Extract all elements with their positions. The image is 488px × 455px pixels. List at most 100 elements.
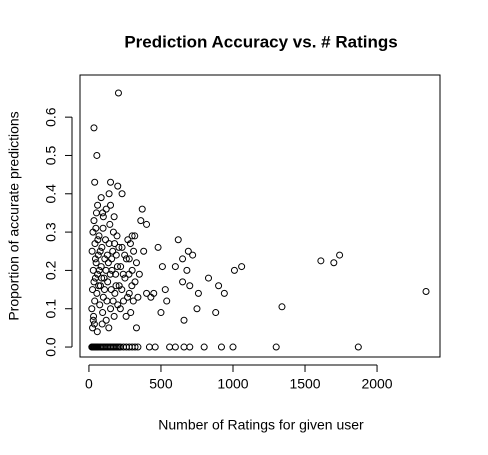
point <box>95 282 103 290</box>
point <box>98 320 106 328</box>
point <box>95 266 103 274</box>
point <box>128 232 136 240</box>
point <box>118 190 126 198</box>
point <box>122 312 130 320</box>
point <box>121 274 129 282</box>
point <box>99 293 107 301</box>
point <box>110 213 118 221</box>
point <box>114 182 122 190</box>
point <box>184 247 192 255</box>
point <box>105 324 113 332</box>
point <box>330 259 338 267</box>
x-tick-label: 1500 <box>289 376 320 392</box>
point <box>107 201 115 209</box>
point <box>220 289 228 297</box>
point <box>103 251 111 259</box>
point <box>194 289 202 297</box>
point <box>88 247 96 255</box>
point <box>278 303 286 311</box>
point <box>107 305 115 313</box>
point <box>120 297 128 305</box>
point <box>158 263 166 271</box>
point <box>94 201 102 209</box>
point <box>125 270 133 278</box>
point <box>90 278 98 286</box>
point <box>135 270 143 278</box>
x-tick-label: 2000 <box>361 376 392 392</box>
point <box>102 266 110 274</box>
point <box>99 209 107 217</box>
point <box>105 240 113 248</box>
point <box>97 194 105 202</box>
point <box>127 309 135 317</box>
point <box>186 282 194 290</box>
point <box>111 289 119 297</box>
point <box>100 286 108 294</box>
point <box>92 259 100 267</box>
point <box>89 286 97 294</box>
point <box>143 220 151 228</box>
point <box>186 343 194 351</box>
point <box>111 240 119 248</box>
point <box>101 236 109 244</box>
point <box>99 213 107 221</box>
point <box>125 255 133 263</box>
point <box>336 251 344 259</box>
point <box>140 247 148 255</box>
y-tick-label: 0.2 <box>43 260 59 280</box>
x-tick-label: 500 <box>149 376 173 392</box>
point <box>121 251 129 259</box>
point <box>238 263 246 271</box>
point <box>131 232 139 240</box>
point <box>102 316 110 324</box>
point <box>115 243 123 251</box>
point <box>183 266 191 274</box>
point <box>91 178 99 186</box>
point <box>143 289 151 297</box>
point <box>88 305 96 313</box>
point <box>215 282 223 290</box>
point <box>109 297 117 305</box>
point <box>108 255 116 263</box>
y-tick-label: 0.1 <box>43 299 59 319</box>
point <box>163 297 171 305</box>
point <box>90 217 98 225</box>
point <box>105 190 113 198</box>
point <box>128 282 136 290</box>
point <box>171 263 179 271</box>
point <box>96 301 104 309</box>
point <box>98 243 106 251</box>
point <box>116 305 124 313</box>
point <box>132 259 140 267</box>
point <box>229 343 237 351</box>
point <box>107 178 115 186</box>
point <box>134 343 142 351</box>
x-tick-label: 0 <box>85 376 93 392</box>
y-tick-label: 0.4 <box>43 184 59 204</box>
point <box>131 343 139 351</box>
point <box>89 324 97 332</box>
point <box>200 343 208 351</box>
point <box>93 289 101 297</box>
point <box>113 263 121 271</box>
point <box>99 309 107 317</box>
point <box>110 312 118 320</box>
point <box>106 270 114 278</box>
point <box>95 232 103 240</box>
point <box>94 236 102 244</box>
point <box>126 240 134 248</box>
point <box>93 151 101 159</box>
chart-title: Prediction Accuracy vs. # Ratings <box>124 32 397 51</box>
point <box>93 328 101 336</box>
point <box>132 324 140 332</box>
point <box>147 293 155 301</box>
plot-box <box>79 74 441 358</box>
y-tick-label: 0.3 <box>43 222 59 242</box>
point <box>118 286 126 294</box>
point <box>90 124 98 132</box>
point <box>89 316 97 324</box>
point <box>189 251 197 259</box>
point <box>100 274 108 282</box>
point <box>99 224 107 232</box>
point <box>112 270 120 278</box>
